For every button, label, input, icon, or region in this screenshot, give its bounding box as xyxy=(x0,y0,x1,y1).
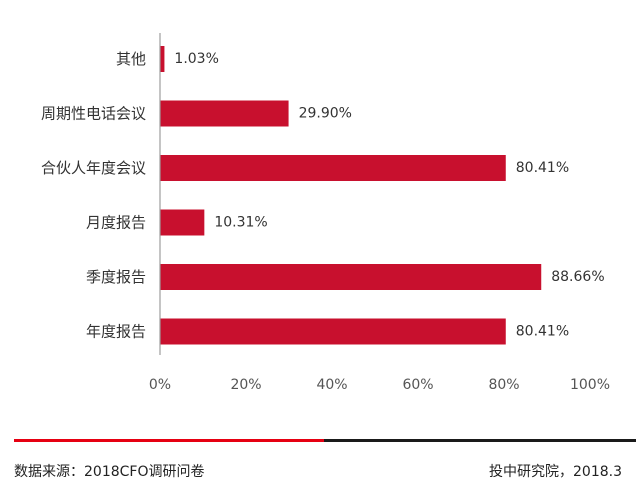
x-tick-label: 0% xyxy=(149,377,171,393)
bar xyxy=(160,264,542,290)
value-label: 10.31% xyxy=(214,215,267,231)
value-label: 80.41% xyxy=(516,160,569,176)
footer-divider-red xyxy=(14,439,324,442)
category-label: 年度报告 xyxy=(86,323,146,341)
value-label: 88.66% xyxy=(551,269,604,285)
bar xyxy=(160,100,289,127)
category-label: 季度报告 xyxy=(86,268,146,286)
category-label: 周期性电话会议 xyxy=(41,105,146,123)
category-label: 月度报告 xyxy=(86,214,146,232)
x-tick-label: 20% xyxy=(230,377,261,393)
value-label: 29.90% xyxy=(299,106,352,122)
bar xyxy=(160,318,506,345)
category-label: 合伙人年度会议 xyxy=(41,159,146,177)
category-label: 其他 xyxy=(116,50,146,68)
publisher-note: 投中研究院，2018.3 xyxy=(489,464,622,480)
source-note: 数据来源：2018CFO调研问卷 xyxy=(14,464,205,480)
footer-divider xyxy=(14,439,636,442)
x-tick-label: 80% xyxy=(488,377,519,393)
value-label: 80.41% xyxy=(516,324,569,340)
bar xyxy=(160,209,205,236)
bars-layer xyxy=(160,46,542,345)
value-label: 1.03% xyxy=(174,51,218,67)
footer: 数据来源：2018CFO调研问卷 投中研究院，2018.3 xyxy=(14,460,622,482)
footer-divider-black xyxy=(324,439,636,442)
x-tick-labels: 0% 20% 40% 60% 80% 100% xyxy=(149,377,610,393)
x-tick-label: 100% xyxy=(570,377,610,393)
bar xyxy=(160,155,506,181)
x-tick-label: 60% xyxy=(402,377,433,393)
x-tick-label: 40% xyxy=(316,377,347,393)
bar xyxy=(160,46,165,72)
value-labels: 1.03% 29.90% 80.41% 10.31% 88.66% 80.41% xyxy=(174,51,604,340)
